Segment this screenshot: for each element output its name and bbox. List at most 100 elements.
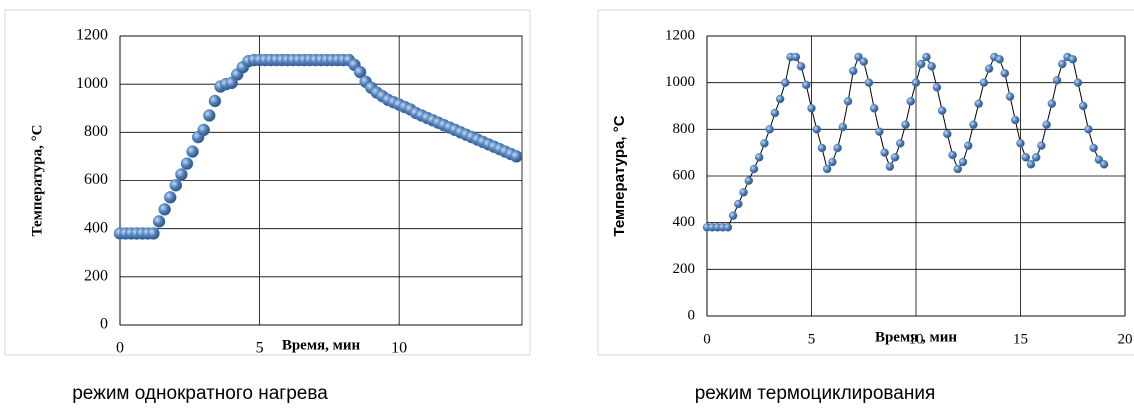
x-axis-title: Время, мин bbox=[282, 337, 361, 353]
data-point bbox=[916, 59, 926, 69]
data-point bbox=[1078, 101, 1088, 111]
data-point bbox=[833, 143, 842, 153]
data-point bbox=[164, 191, 177, 204]
data-point bbox=[208, 94, 222, 108]
data-point bbox=[812, 125, 821, 134]
data-point bbox=[1021, 153, 1030, 162]
data-point bbox=[869, 104, 879, 113]
data-point bbox=[843, 97, 853, 106]
data-point bbox=[158, 203, 171, 216]
data-point bbox=[974, 99, 983, 108]
x-tick-label: 0 bbox=[703, 331, 711, 347]
data-point bbox=[791, 52, 801, 62]
plot-border bbox=[119, 35, 523, 326]
y-tick-label: 1200 bbox=[665, 27, 695, 43]
data-point bbox=[197, 123, 210, 137]
data-point bbox=[755, 153, 764, 162]
y-tick-label: 800 bbox=[673, 121, 696, 137]
data-point bbox=[1042, 120, 1051, 129]
data-point bbox=[932, 83, 942, 92]
y-tick-label: 0 bbox=[688, 307, 696, 323]
y-axis-title: Температура, °С bbox=[611, 115, 628, 236]
x-tick-label: 0 bbox=[116, 340, 124, 357]
y-tick-label: 400 bbox=[673, 214, 696, 230]
data-point bbox=[1068, 55, 1077, 64]
x-tick-label: 20 bbox=[1118, 331, 1133, 347]
chart-frame bbox=[4, 9, 531, 356]
data-point bbox=[1016, 139, 1025, 148]
data-point bbox=[807, 104, 816, 113]
data-point bbox=[180, 157, 194, 170]
data-point bbox=[1073, 78, 1083, 87]
y-tick-label: 600 bbox=[84, 171, 108, 188]
data-point bbox=[964, 141, 973, 150]
x-tick-label: 5 bbox=[256, 340, 264, 357]
data-point bbox=[979, 78, 989, 87]
data-point bbox=[728, 211, 738, 220]
data-point bbox=[864, 78, 874, 87]
data-point bbox=[969, 120, 978, 129]
y-axis-title: Температура, °C bbox=[29, 125, 45, 237]
data-point bbox=[906, 97, 916, 106]
data-point bbox=[1005, 92, 1015, 101]
data-point bbox=[1089, 143, 1098, 153]
data-point bbox=[896, 139, 905, 148]
data-point bbox=[901, 120, 910, 129]
data-point bbox=[922, 52, 931, 62]
data-point bbox=[1031, 153, 1041, 162]
data-point bbox=[1058, 59, 1067, 69]
data-point bbox=[1011, 115, 1020, 125]
x-axis-title: Время , мин bbox=[875, 329, 957, 345]
data-point bbox=[1052, 76, 1062, 85]
data-point bbox=[775, 94, 785, 104]
data-point bbox=[1047, 99, 1057, 108]
data-point bbox=[760, 139, 769, 148]
data-point bbox=[147, 227, 160, 240]
y-tick-label: 800 bbox=[84, 123, 108, 140]
data-point bbox=[152, 215, 166, 228]
data-point bbox=[781, 78, 790, 87]
data-point bbox=[510, 150, 522, 163]
data-point bbox=[859, 57, 868, 66]
data-point bbox=[744, 176, 754, 185]
data-point bbox=[1099, 160, 1109, 169]
data-point bbox=[880, 148, 889, 157]
data-point bbox=[937, 106, 947, 115]
data-point bbox=[817, 143, 827, 153]
data-point bbox=[734, 199, 743, 209]
data-point bbox=[927, 62, 936, 71]
data-point bbox=[749, 164, 759, 174]
x-tick-label: 10 bbox=[391, 340, 407, 357]
data-point bbox=[175, 168, 188, 181]
data-point bbox=[1084, 125, 1093, 134]
data-point bbox=[885, 162, 895, 171]
data-point bbox=[802, 80, 811, 90]
data-point bbox=[169, 179, 183, 192]
y-tick-label: 400 bbox=[84, 219, 108, 236]
y-tick-label: 200 bbox=[673, 261, 696, 277]
data-point bbox=[723, 223, 733, 232]
data-point bbox=[1026, 160, 1036, 169]
data-point bbox=[203, 109, 216, 122]
data-point bbox=[995, 55, 1004, 64]
x-tick-label: 10 bbox=[909, 331, 924, 347]
data-point bbox=[984, 64, 994, 73]
y-tick-label: 1000 bbox=[76, 75, 108, 92]
chart-frame bbox=[597, 9, 1134, 356]
data-point bbox=[770, 108, 780, 118]
data-point bbox=[739, 188, 748, 197]
data-point bbox=[958, 157, 968, 167]
data-point bbox=[911, 78, 921, 87]
y-tick-label: 1000 bbox=[665, 74, 695, 90]
data-point bbox=[890, 153, 900, 162]
x-tick-label: 15 bbox=[1013, 331, 1028, 347]
data-point bbox=[828, 157, 837, 167]
x-tick-label: 5 bbox=[808, 331, 816, 347]
data-point bbox=[838, 122, 848, 132]
y-tick-label: 200 bbox=[84, 268, 108, 285]
plot-border bbox=[706, 35, 1126, 317]
data-point bbox=[849, 66, 858, 76]
data-point bbox=[875, 127, 884, 136]
data-point bbox=[1037, 141, 1046, 150]
